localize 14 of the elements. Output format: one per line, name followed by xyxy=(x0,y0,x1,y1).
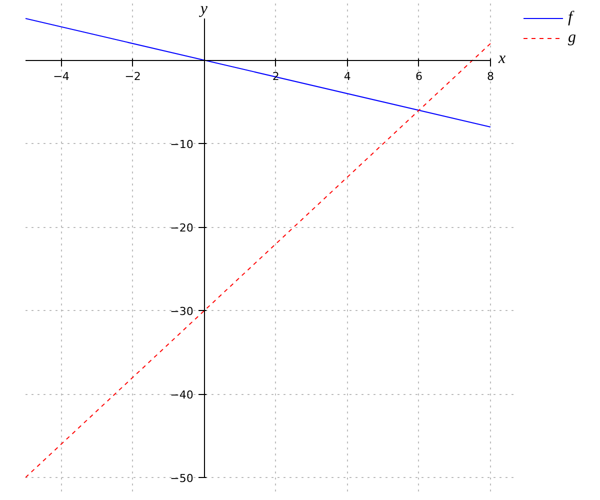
x-tick-label: 4 xyxy=(344,70,351,84)
x-axis-title: x xyxy=(498,50,506,68)
y-tick-label: −40 xyxy=(170,388,194,402)
legend-label: g xyxy=(568,29,577,47)
y-axis-title: y xyxy=(198,0,208,18)
x-tick-label: 6 xyxy=(415,70,422,84)
x-tick-label: 8 xyxy=(487,70,494,84)
legend-label: f xyxy=(568,9,576,27)
y-tick-label: −20 xyxy=(170,222,194,235)
y-tick-label: −10 xyxy=(170,138,194,152)
y-tick-label: −50 xyxy=(170,472,194,485)
x-tick-label: −2 xyxy=(124,70,141,84)
y-tick-label: −30 xyxy=(170,305,194,318)
x-tick-label: −4 xyxy=(53,70,70,84)
